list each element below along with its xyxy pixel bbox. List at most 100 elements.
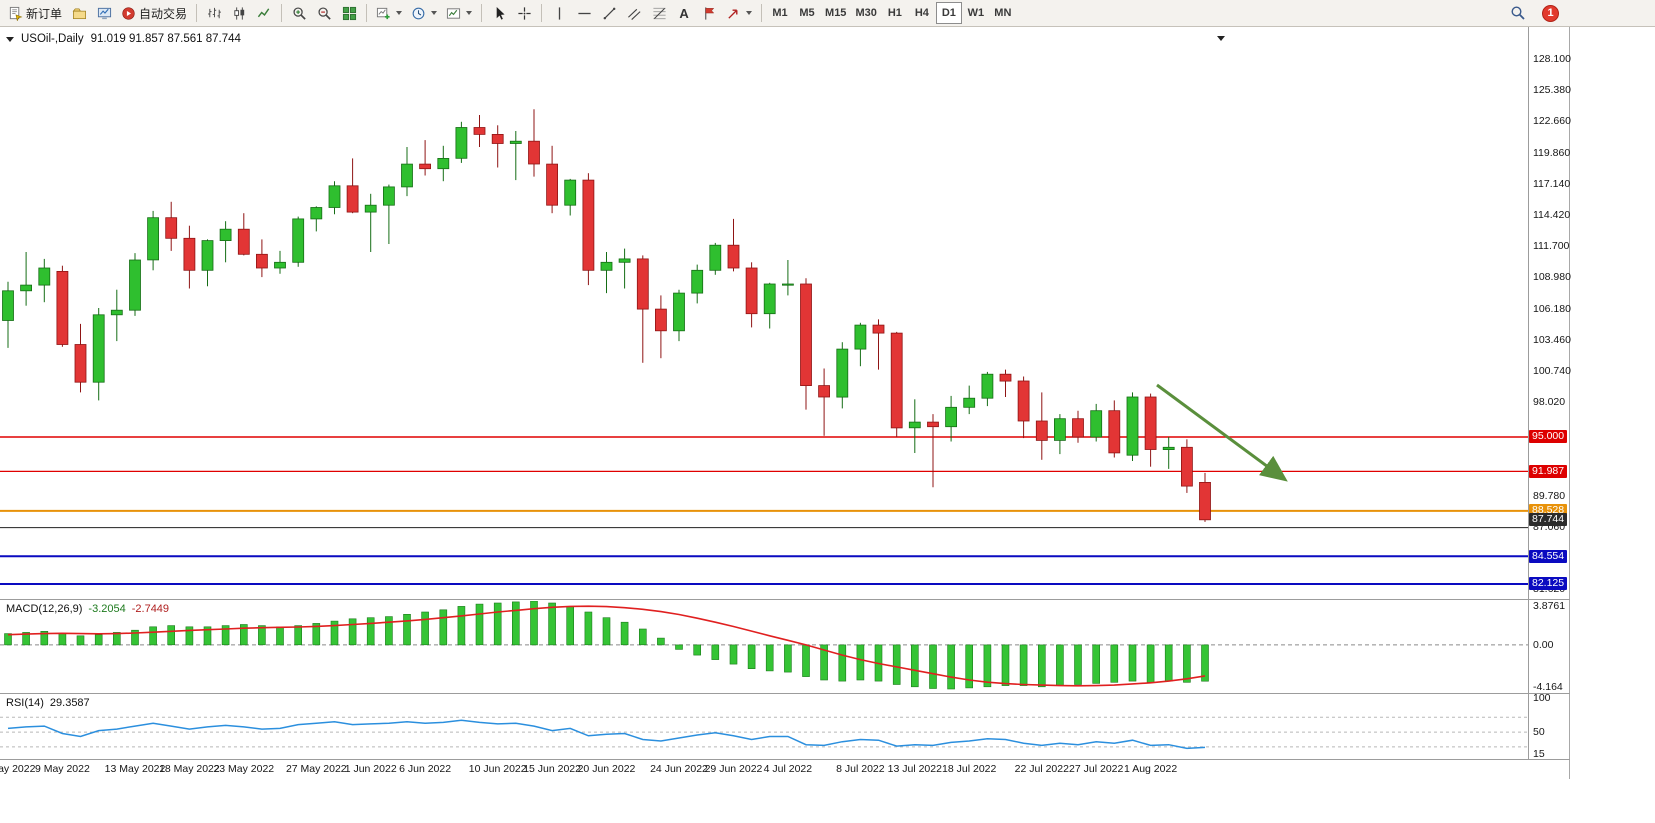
label-flag-icon	[704, 6, 714, 20]
market-watch-button[interactable]	[92, 2, 116, 24]
dropdown-caret-icon	[746, 11, 753, 15]
candlestick-chart-button[interactable]	[227, 2, 251, 24]
timeframe-button-m15[interactable]: M15	[821, 2, 850, 24]
new-chart-icon	[376, 7, 390, 19]
price-axis[interactable]	[1528, 27, 1529, 759]
timeframe-button-m1[interactable]: M1	[767, 2, 793, 24]
notification-badge[interactable]: 1	[1542, 4, 1559, 22]
price-axis-label: 108.980	[1533, 270, 1571, 283]
new-order-label: 新订单	[26, 6, 63, 21]
bar-chart-button[interactable]	[202, 2, 226, 24]
label-button[interactable]	[697, 2, 721, 24]
autotrading-label: 自动交易	[139, 6, 188, 21]
chart-shift-marker-icon	[1217, 36, 1225, 41]
search-icon	[1511, 6, 1525, 20]
rsi-value: 29.3587	[49, 697, 90, 709]
price-axis-label: 111.700	[1533, 239, 1570, 252]
line-chart-button[interactable]	[252, 2, 276, 24]
templates-icon	[446, 7, 461, 19]
fibonacci-button[interactable]	[647, 2, 671, 24]
new-order-button[interactable]: 新订单	[4, 2, 66, 24]
price-axis-label: 106.180	[1533, 302, 1571, 315]
search-button[interactable]	[1506, 2, 1530, 24]
date-axis-label: 13 Jul 2022	[887, 763, 942, 775]
chart-shift-marker[interactable]	[1217, 28, 1225, 46]
rsi-pane[interactable]	[0, 695, 1528, 758]
tile-windows-button[interactable]	[337, 2, 361, 24]
timeframe-group: M1 M5 M15 M30 H1 H4 D1 W1 MN	[767, 2, 1016, 24]
price-axis-label: 119.860	[1533, 146, 1571, 159]
arrows-button[interactable]	[722, 2, 756, 24]
date-axis-label: 20 Jun 2022	[577, 763, 636, 775]
timeframe-button-h1[interactable]: H1	[882, 2, 908, 24]
market-watch-icon	[97, 7, 111, 19]
rsi-label: RSI(14) 29.3587	[6, 697, 90, 709]
macd-axis-label: 0.00	[1533, 638, 1554, 651]
date-axis-label: 13 May 2022	[104, 763, 166, 775]
date-axis-label: 15 Jun 2022	[523, 763, 581, 775]
price-axis-label: 89.780	[1533, 490, 1566, 503]
text-button[interactable]: A	[672, 2, 696, 24]
price-axis-label: 117.140	[1533, 177, 1571, 190]
main-toolbar: 新订单 自动交易	[0, 0, 1655, 27]
trendline-icon	[603, 7, 615, 19]
channel-button[interactable]	[622, 2, 646, 24]
fibonacci-icon	[652, 7, 666, 19]
timeframe-button-w1[interactable]: W1	[963, 2, 989, 24]
cursor-button[interactable]	[487, 2, 511, 24]
zoom-in-button[interactable]	[287, 2, 311, 24]
date-axis-label: 8 Jul 2022	[836, 763, 885, 775]
timeframe-button-d1[interactable]: D1	[935, 2, 962, 24]
toolbar-separator	[761, 4, 763, 22]
vertical-line-button[interactable]	[547, 2, 571, 24]
date-axis-label: 23 May 2022	[213, 763, 275, 775]
chart-profiles-button[interactable]	[67, 2, 91, 24]
pane-separator[interactable]	[0, 693, 1570, 694]
chart-window: USOil-,Daily 91.019 91.857 87.561 87.744…	[0, 27, 1571, 779]
timeframe-button-m30[interactable]: M30	[851, 2, 880, 24]
date-axis-label: 9 May 2022	[34, 763, 90, 775]
channel-icon	[627, 8, 641, 20]
one-click-trading-toggle-icon[interactable]	[6, 36, 14, 42]
rsi-axis-label: 100	[1533, 692, 1551, 704]
timeframe-button-m5[interactable]: M5	[794, 2, 820, 24]
toolbar-separator	[366, 4, 368, 22]
date-axis-label: 24 Jun 2022	[650, 763, 708, 775]
date-axis-label: 22 Jul 2022	[1014, 763, 1069, 775]
arrows-icon	[728, 9, 738, 19]
date-axis-label: 1 Aug 2022	[1124, 763, 1178, 775]
autotrading-button[interactable]: 自动交易	[117, 2, 191, 24]
pane-separator[interactable]	[0, 599, 1570, 600]
date-axis-label: 18 Jul 2022	[942, 763, 997, 775]
price-axis-label: 122.660	[1533, 114, 1571, 127]
trendline-button[interactable]	[597, 2, 621, 24]
date-axis-label: 10 Jun 2022	[468, 763, 527, 775]
horizontal-line-icon	[577, 12, 591, 14]
macd-name: MACD(12,26,9)	[6, 603, 83, 615]
zoom-out-button[interactable]	[312, 2, 336, 24]
templates-button[interactable]	[442, 2, 476, 24]
price-badge: 84.554	[1529, 549, 1568, 563]
periods-button[interactable]	[407, 2, 441, 24]
date-axis-label: 27 May 2022	[285, 763, 347, 775]
macd-label: MACD(12,26,9) -3.2054 -2.7449	[6, 603, 169, 615]
toolbar-separator	[541, 4, 543, 22]
timeframe-button-mn[interactable]: MN	[990, 2, 1016, 24]
date-axis-label: 4 May 2022	[0, 763, 36, 775]
horizontal-line-button[interactable]	[572, 2, 596, 24]
price-pane[interactable]	[0, 33, 1528, 599]
crosshair-button[interactable]	[512, 2, 536, 24]
price-badge: 95.000	[1529, 430, 1568, 444]
price-badge: 87.744	[1529, 513, 1568, 527]
vertical-line-icon	[558, 6, 560, 20]
date-axis-label: 18 May 2022	[159, 763, 220, 775]
dropdown-caret-icon	[396, 11, 403, 15]
periods-clock-icon	[412, 7, 425, 19]
dropdown-caret-icon	[466, 11, 473, 15]
date-axis-label: 29 Jun 2022	[704, 763, 763, 775]
new-chart-button[interactable]	[372, 2, 406, 24]
date-axis-label: 4 Jul 2022	[763, 763, 813, 775]
macd-pane[interactable]	[0, 601, 1528, 692]
toolbar-separator	[281, 4, 283, 22]
timeframe-button-h4[interactable]: H4	[909, 2, 935, 24]
